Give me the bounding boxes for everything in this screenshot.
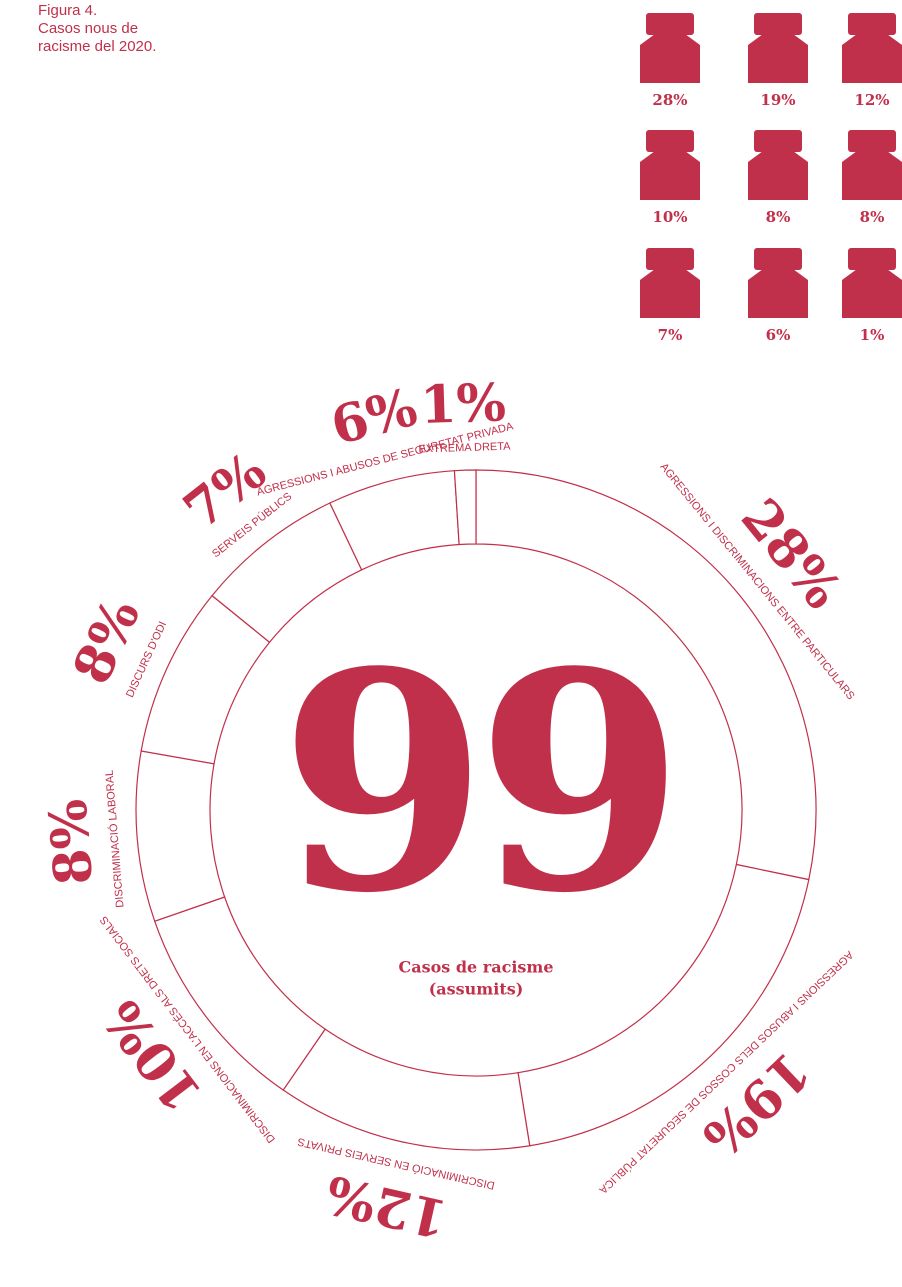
segment-value-label: 19% bbox=[691, 1040, 821, 1168]
icon-house bbox=[640, 258, 700, 318]
segment-value-label: 28% bbox=[729, 488, 853, 621]
icon-value-label: 19% bbox=[760, 91, 795, 109]
donut-segment bbox=[453, 469, 477, 546]
donut-segment bbox=[475, 469, 817, 881]
title-line: racisme del 2020. bbox=[38, 38, 157, 55]
icon-house bbox=[842, 258, 902, 318]
icon-value-label: 10% bbox=[652, 208, 687, 226]
segment-value-label: 8% bbox=[37, 797, 105, 887]
icon-value-label: 1% bbox=[860, 326, 885, 344]
center-caption: Casos de racisme bbox=[398, 958, 553, 977]
icon-value-label: 8% bbox=[860, 208, 885, 226]
icon-value-label: 12% bbox=[854, 91, 889, 109]
icon-house bbox=[640, 140, 700, 200]
icon-value-label: 8% bbox=[766, 208, 791, 226]
segment-value-label: 6% bbox=[325, 377, 423, 458]
icon-house bbox=[748, 258, 808, 318]
segment-value-label: 10% bbox=[92, 989, 214, 1123]
icon-house bbox=[842, 23, 902, 83]
icon-house bbox=[640, 23, 700, 83]
icon-house bbox=[748, 23, 808, 83]
segment-label: EXTREMA DRETA bbox=[418, 441, 511, 456]
donut-segment bbox=[282, 1028, 531, 1151]
icon-value-label: 7% bbox=[658, 326, 683, 344]
segment-value-label: 1% bbox=[419, 372, 506, 436]
icon-house bbox=[748, 140, 808, 200]
title-line: Casos nous de bbox=[38, 20, 139, 37]
chart-title: Figura 4. Casos nous de racisme del 2020… bbox=[38, 2, 156, 56]
icon-value-label: 28% bbox=[652, 91, 687, 109]
center-caption: (assumits) bbox=[429, 980, 524, 999]
icon-house bbox=[842, 140, 902, 200]
center-value: 99 bbox=[279, 606, 672, 959]
segment-label: DISCRIMINACIÓ LABORAL bbox=[103, 769, 127, 908]
icon-value-label: 6% bbox=[766, 326, 791, 344]
donut-segment bbox=[135, 750, 226, 922]
title-line: Figura 4. bbox=[38, 2, 98, 19]
